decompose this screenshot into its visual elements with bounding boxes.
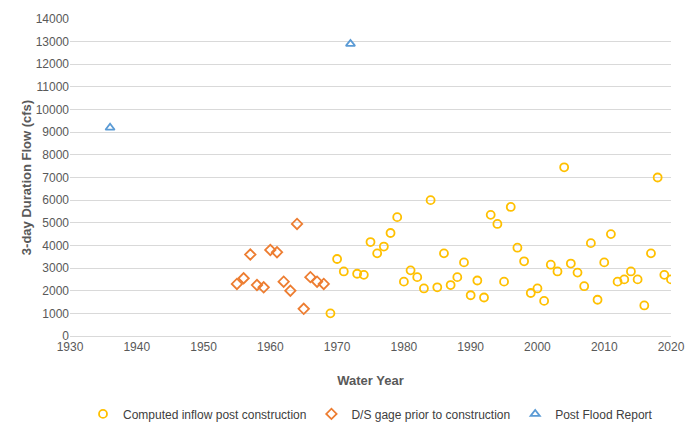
svg-text:1980: 1980 <box>391 340 418 354</box>
svg-text:12000: 12000 <box>36 57 70 71</box>
svg-text:13000: 13000 <box>36 35 70 49</box>
svg-text:1990: 1990 <box>457 340 484 354</box>
svg-text:8000: 8000 <box>42 148 69 162</box>
svg-text:2000: 2000 <box>524 340 551 354</box>
svg-text:5000: 5000 <box>42 216 69 230</box>
svg-text:Computed inflow post construct: Computed inflow post construction <box>123 408 306 422</box>
svg-text:2000: 2000 <box>42 284 69 298</box>
svg-text:1970: 1970 <box>324 340 351 354</box>
svg-text:14000: 14000 <box>36 12 70 26</box>
svg-text:10000: 10000 <box>36 103 70 117</box>
svg-text:1960: 1960 <box>257 340 284 354</box>
svg-text:1930: 1930 <box>57 340 84 354</box>
svg-text:D/S gage prior to construction: D/S gage prior to construction <box>351 408 510 422</box>
svg-text:9000: 9000 <box>42 125 69 139</box>
svg-text:0: 0 <box>62 329 69 343</box>
svg-text:3-day Duration Flow (cfs): 3-day Duration Flow (cfs) <box>19 100 34 255</box>
svg-text:Water Year: Water Year <box>337 373 404 388</box>
svg-text:3000: 3000 <box>42 261 69 275</box>
svg-text:7000: 7000 <box>42 171 69 185</box>
svg-text:2010: 2010 <box>591 340 618 354</box>
svg-text:Post Flood Report: Post Flood Report <box>555 408 652 422</box>
svg-text:6000: 6000 <box>42 193 69 207</box>
svg-text:4000: 4000 <box>42 239 69 253</box>
svg-text:11000: 11000 <box>37 80 70 94</box>
svg-text:1000: 1000 <box>42 307 69 321</box>
svg-text:2020: 2020 <box>658 340 685 354</box>
svg-text:1950: 1950 <box>190 340 217 354</box>
svg-text:1940: 1940 <box>123 340 150 354</box>
